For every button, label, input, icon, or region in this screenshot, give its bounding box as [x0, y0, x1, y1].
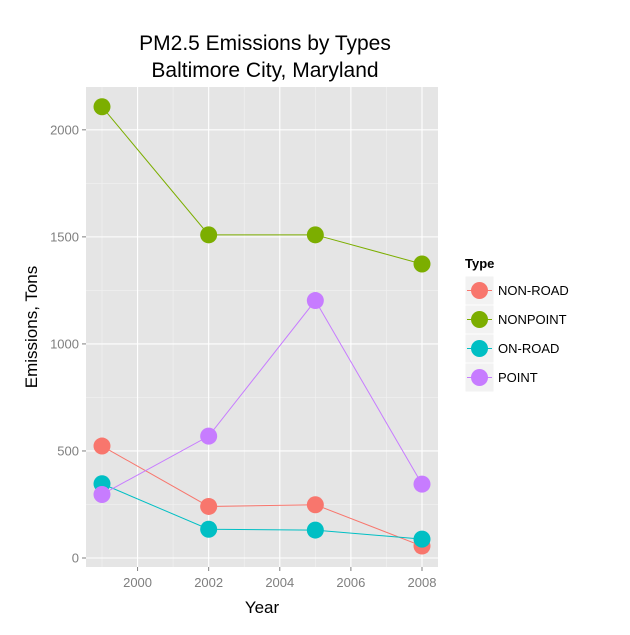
y-tick-label: 1500	[50, 229, 79, 244]
series-lines	[101, 106, 423, 547]
data-point-point	[413, 475, 431, 493]
data-point-non-road	[93, 437, 111, 455]
series-line-non-road	[101, 445, 423, 547]
data-point-on-road	[413, 530, 431, 548]
series-line-point	[101, 299, 423, 495]
legend-items: NON-ROAD NONPOINT ON-ROAD POINT	[464, 275, 569, 393]
data-point-nonpoint	[200, 226, 218, 244]
chart-title-line-2: Baltimore City, Maryland	[151, 59, 378, 82]
data-point-nonpoint	[93, 98, 111, 116]
data-point-on-road	[306, 521, 324, 539]
y-tick-label: 0	[72, 551, 79, 566]
legend-key-non-road	[471, 282, 488, 299]
legend-key-point	[471, 369, 488, 386]
chart-title-line-1: PM2.5 Emissions by Types	[139, 32, 391, 55]
y-tick-label: 1000	[50, 336, 79, 351]
legend-title: Type	[465, 256, 494, 271]
legend-key-nonpoint	[471, 311, 488, 328]
x-tick-label: 2006	[336, 575, 365, 590]
x-axis: 2000 2002 2004 2006 2008	[123, 567, 436, 590]
data-point-nonpoint	[413, 255, 431, 273]
data-point-nonpoint	[306, 226, 324, 244]
x-tick-label: 2008	[408, 575, 437, 590]
legend-label-point: POINT	[498, 370, 538, 385]
y-tick-label: 500	[57, 443, 79, 458]
x-axis-title: Year	[245, 598, 280, 617]
series-line-nonpoint	[101, 106, 423, 265]
data-point-non-road	[306, 496, 324, 514]
legend-label-on-road: ON-ROAD	[498, 341, 559, 356]
x-tick-label: 2000	[123, 575, 152, 590]
x-tick-label: 2004	[265, 575, 294, 590]
legend-label-non-road: NON-ROAD	[498, 283, 569, 298]
data-point-on-road	[200, 520, 218, 538]
data-point-point	[306, 292, 324, 310]
x-tick-label: 2002	[194, 575, 223, 590]
plot-panel	[86, 87, 438, 567]
series-points	[93, 98, 431, 555]
data-point-non-road	[200, 497, 218, 515]
data-point-point	[200, 427, 218, 445]
y-tick-label: 2000	[50, 122, 79, 137]
grid-major	[86, 87, 438, 567]
data-point-point	[93, 485, 111, 503]
legend: Type NON-ROAD NONPOINT ON-ROAD POINT	[464, 256, 569, 393]
legend-label-nonpoint: NONPOINT	[498, 312, 567, 327]
y-axis: 0 500 1000 1500 2000	[50, 122, 86, 566]
grid-minor	[86, 87, 438, 567]
y-axis-title: Emissions, Tons	[22, 266, 41, 389]
series-line-on-road	[101, 483, 423, 540]
legend-key-on-road	[471, 340, 488, 357]
